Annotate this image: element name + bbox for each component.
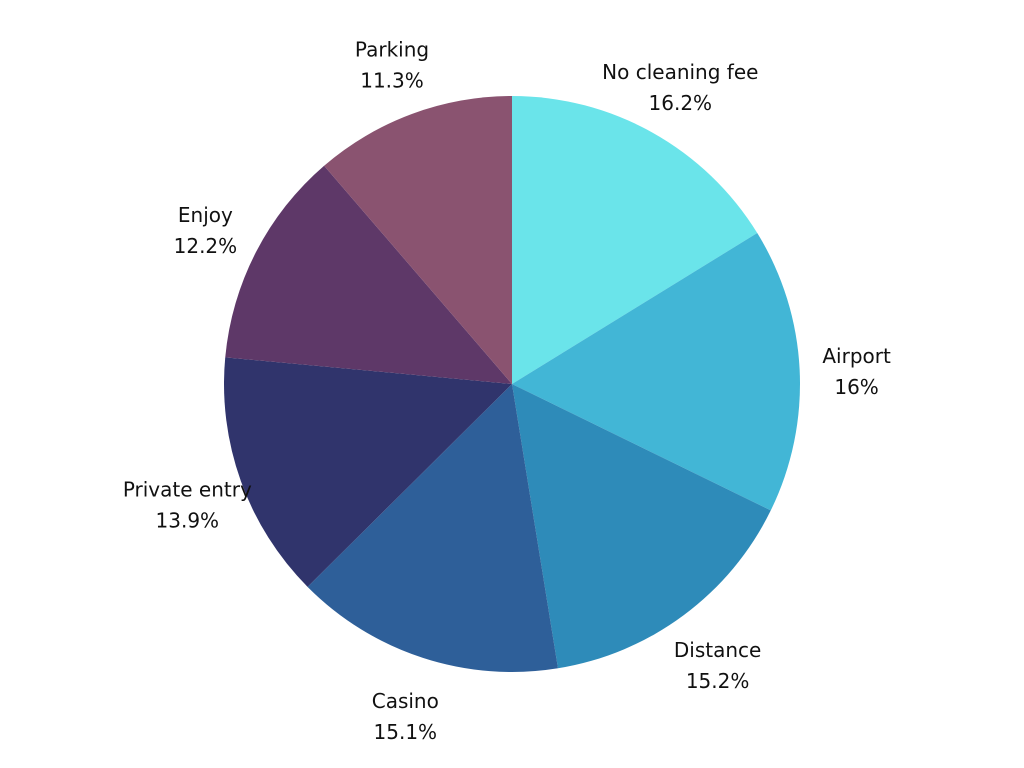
slice-label-name: Casino (372, 689, 439, 713)
slice-label-name: Airport (822, 344, 891, 368)
slice-label-value: 15.2% (686, 669, 750, 693)
pie-slice-distance (512, 384, 771, 669)
slice-label-no-cleaning-fee: No cleaning fee 16.2% (602, 60, 758, 115)
slice-label-airport: Airport 16% (822, 344, 891, 399)
pie-slice-private-entry (224, 357, 512, 587)
pie-slice-airport (512, 233, 800, 511)
slice-label-enjoy: Enjoy 12.2% (174, 203, 238, 258)
pie-labels: No cleaning fee 16.2% Airport 16% Distance 15… (123, 38, 891, 744)
slice-label-name: Enjoy (178, 203, 233, 227)
slice-label-name: Private entry (123, 478, 252, 502)
slice-label-casino: Casino 15.1% (372, 689, 439, 744)
pie-slice-no-cleaning-fee (512, 96, 758, 384)
slice-label-name: No cleaning fee (602, 60, 758, 84)
slice-label-value: 16% (834, 375, 878, 399)
pie-slices (224, 96, 800, 672)
slice-label-value: 11.3% (360, 69, 424, 93)
pie-slice-casino (307, 384, 558, 672)
slice-label-value: 16.2% (649, 91, 713, 115)
slice-label-name: Distance (674, 638, 761, 662)
slice-label-parking: Parking 11.3% (355, 38, 429, 93)
slice-label-distance: Distance 15.2% (674, 638, 761, 693)
slice-label-value: 13.9% (156, 509, 220, 533)
pie-slice-parking (324, 96, 512, 384)
slice-label-value: 15.1% (374, 720, 438, 744)
slice-label-value: 12.2% (174, 234, 238, 258)
slice-label-private-entry: Private entry 13.9% (123, 478, 252, 533)
slice-label-name: Parking (355, 38, 429, 62)
pie-slice-enjoy (225, 165, 513, 384)
